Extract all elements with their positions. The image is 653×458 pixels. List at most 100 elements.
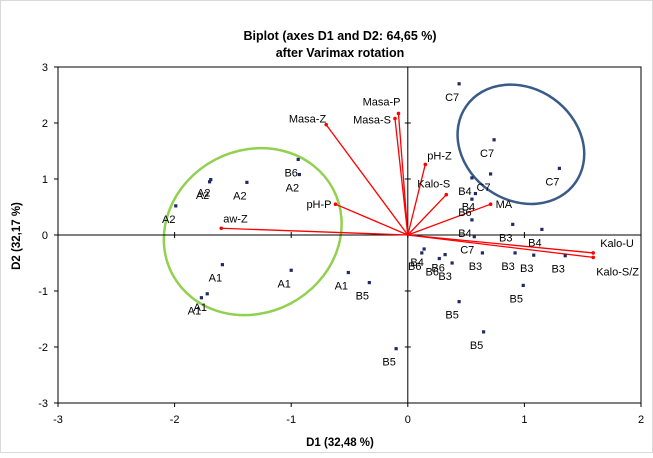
observation-label: B6 xyxy=(408,261,421,273)
observation-point xyxy=(492,138,496,142)
observation-label: B4 xyxy=(528,237,541,249)
observation-point xyxy=(557,166,561,170)
observation-point xyxy=(346,270,350,275)
y-tick-label: 1 xyxy=(42,174,48,186)
observation-label: B6 xyxy=(431,263,444,275)
observation-point xyxy=(422,247,426,251)
vector-aw-z xyxy=(221,227,408,236)
observation-label: B5 xyxy=(356,291,369,303)
observation-label: B3 xyxy=(469,261,482,273)
vector-tip xyxy=(333,202,338,206)
y-axis-title: D2 (32,17 %) xyxy=(11,202,23,270)
observation-point xyxy=(457,82,461,86)
observation-point xyxy=(367,281,371,285)
vector-label: pH-P xyxy=(306,199,331,211)
observation-label: B3 xyxy=(551,264,564,276)
observation-point xyxy=(289,268,293,272)
observation-label: B4 xyxy=(462,202,475,214)
observation-label: C7 xyxy=(545,176,559,188)
vector-ph-z xyxy=(407,164,426,236)
vector-ph-p xyxy=(335,203,409,236)
observation-label: A1 xyxy=(194,302,207,314)
observation-label: A2 xyxy=(196,190,209,202)
vector-masa-z xyxy=(325,124,409,236)
vector-tip xyxy=(396,111,401,116)
vector-tip xyxy=(393,116,397,121)
observation-point xyxy=(521,283,525,287)
observation-label: B5 xyxy=(470,340,483,352)
observation-point xyxy=(470,176,474,180)
vector-tip xyxy=(488,202,493,206)
observation-label: B5 xyxy=(509,293,522,305)
observation-label: B3 xyxy=(499,232,512,244)
observation-label: B5 xyxy=(382,357,395,369)
observation-label: B4 xyxy=(410,257,423,269)
vector-label: MA xyxy=(496,199,513,211)
vector-masa-p xyxy=(397,113,409,236)
vector-label: Masa-P xyxy=(363,96,401,108)
y-tick-label: -2 xyxy=(38,342,48,354)
vector-kalo-u xyxy=(407,234,594,254)
observation-label: B6 xyxy=(284,167,297,179)
observation-label: A2 xyxy=(286,183,299,195)
observation-point xyxy=(220,263,225,267)
observation-point xyxy=(470,197,474,201)
observation-label: A1 xyxy=(188,306,201,318)
x-tick-label: -3 xyxy=(53,414,63,426)
vector-label: aw-Z xyxy=(223,213,248,225)
ellipse-a xyxy=(162,146,343,317)
chart-title-line1: Biplot (axes D1 and D2: 64,65 %) xyxy=(243,29,436,43)
observation-label: B6 xyxy=(458,207,471,219)
vector-tip xyxy=(219,226,224,231)
observation-point xyxy=(245,180,249,184)
observation-point xyxy=(470,218,474,222)
observation-label: C7 xyxy=(477,182,491,194)
observation-point xyxy=(513,251,517,255)
observation-point xyxy=(540,227,544,231)
observation-label: C7 xyxy=(480,148,494,160)
x-tick-label: -1 xyxy=(286,414,296,426)
vector-ma xyxy=(407,203,491,236)
vector-label: pH-Z xyxy=(427,150,452,162)
observation-point xyxy=(473,191,478,196)
observation-point xyxy=(480,251,485,255)
observation-point xyxy=(443,253,447,257)
observation-label: B3 xyxy=(501,261,514,273)
observation-label: A2 xyxy=(233,190,246,202)
vectors-layer: Masa-P Masa-S Masa-Z pH-Z Kalo-S MA pH-P aw-Z Ka… xyxy=(219,96,639,278)
y-tick-label: -1 xyxy=(38,286,48,298)
observation-label: A1 xyxy=(277,278,290,290)
observation-point xyxy=(450,261,454,265)
observation-point xyxy=(481,330,486,334)
observation-label: C7 xyxy=(460,245,474,257)
observation-point xyxy=(205,292,209,296)
y-tick-label: 3 xyxy=(42,62,48,74)
observation-point xyxy=(457,300,461,304)
ellipses-layer xyxy=(162,83,586,317)
vector-tip xyxy=(591,251,595,255)
observation-label: B4 xyxy=(458,228,471,240)
observation-point xyxy=(420,251,424,255)
observation-label: B4 xyxy=(458,186,471,198)
vector-kalo-s-z xyxy=(407,234,594,259)
observation-label: B3 xyxy=(520,263,533,275)
observation-point xyxy=(472,235,476,239)
observation-point xyxy=(563,254,567,258)
vector-label: Masa-Z xyxy=(289,114,327,126)
x-tick-label: 0 xyxy=(405,414,411,426)
observation-label: A1 xyxy=(209,273,222,285)
observation-point xyxy=(437,256,441,261)
vector-label: Masa-S xyxy=(353,115,391,127)
vector-tip xyxy=(444,192,449,197)
observation-point xyxy=(488,172,493,176)
vector-label: Kalo-S/Z xyxy=(596,266,639,278)
observation-label: A2 xyxy=(197,188,210,200)
y-tick-label: -3 xyxy=(38,398,48,410)
vector-label: Kalo-U xyxy=(600,238,634,250)
observation-point xyxy=(511,222,515,226)
observation-label: A2 xyxy=(162,214,175,226)
